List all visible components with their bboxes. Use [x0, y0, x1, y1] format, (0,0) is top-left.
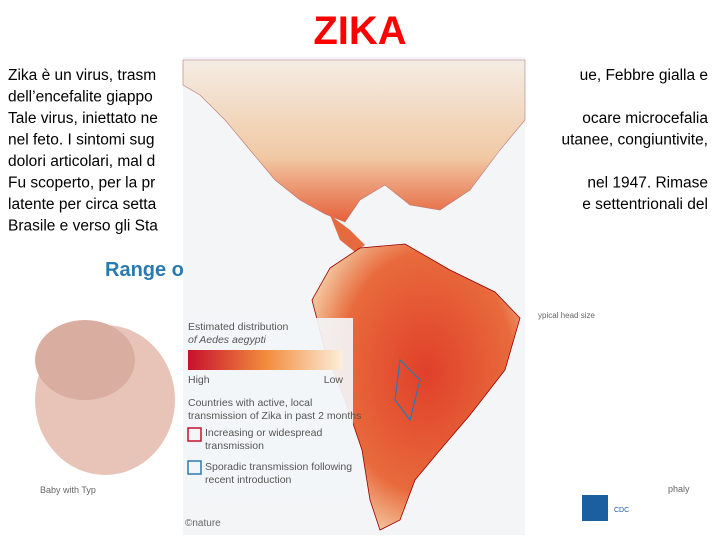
- body-line: Fu scoperto, per la pr: [8, 175, 155, 192]
- bg-heading: Range o: [105, 259, 184, 281]
- body-line: e settentrionali del: [582, 196, 708, 213]
- legend-gradient: [188, 350, 343, 370]
- legend-text: recent introduction: [205, 474, 292, 486]
- central-america: [330, 215, 365, 252]
- river: [394, 358, 421, 422]
- body-line: ocare microcefalia: [582, 110, 708, 127]
- bg-caption: ypical head size: [538, 311, 595, 320]
- body-line: utanee, congiuntivite,: [562, 132, 709, 149]
- map: Estimated distribution of Aedes aegypti …: [182, 57, 526, 535]
- body-line: Tale virus, iniettato ne: [8, 110, 158, 127]
- legend-text: Increasing or widespread: [205, 427, 322, 439]
- slide-title: ZIKA: [313, 9, 406, 53]
- legend-box: [183, 318, 353, 498]
- body-line: ue, Febbre gialla e: [580, 67, 708, 84]
- legend-text: of Aedes aegypti: [188, 334, 266, 346]
- body-line: nel 1947. Rimase: [587, 175, 708, 192]
- cdc-logo: [582, 495, 608, 521]
- legend-swatch: [187, 460, 202, 475]
- body-line: Brasile e verso gli Sta: [8, 218, 158, 235]
- baby-head: [35, 320, 135, 400]
- body-line: nel feto. I sintomi sug: [8, 132, 154, 149]
- legend-text: Estimated distribution: [188, 321, 289, 333]
- body-line: dell’encefalite giappo: [8, 89, 153, 106]
- legend-text: Low: [324, 374, 344, 386]
- bg-caption: Baby with Typ: [40, 485, 96, 495]
- legend-text: High: [188, 374, 210, 386]
- body-line: dolori articolari, mal d: [8, 153, 155, 170]
- legend-swatch: [187, 427, 202, 442]
- legend-text: Countries with active, local: [188, 397, 312, 409]
- north-america: [182, 59, 526, 223]
- body-text: Zika è un virus, trasm ue, Febbre gialla …: [8, 67, 708, 235]
- body-line: Zika è un virus, trasm: [8, 67, 156, 84]
- legend-text: Sporadic transmission following: [205, 461, 352, 473]
- credit: ©nature: [185, 518, 221, 529]
- legend-text: transmission of Zika in past 2 months: [188, 410, 361, 422]
- legend-text: transmission: [205, 440, 264, 452]
- cdc-logo-text: CDC: [614, 507, 629, 514]
- bg-caption: phaly: [668, 484, 690, 494]
- body-line: latente per circa setta: [8, 196, 157, 213]
